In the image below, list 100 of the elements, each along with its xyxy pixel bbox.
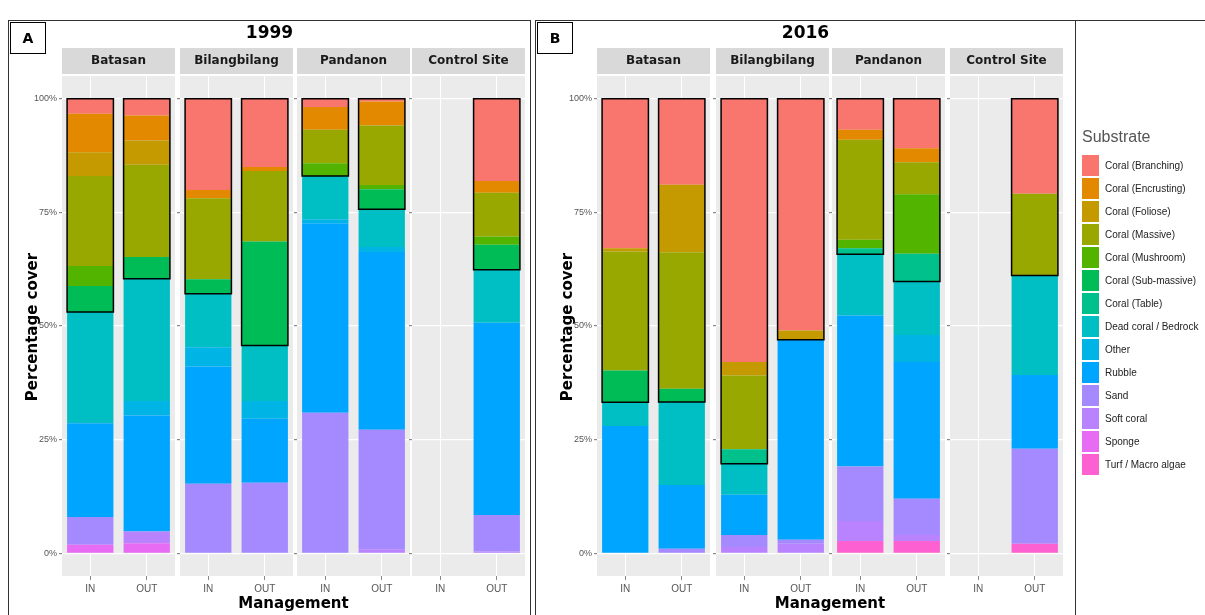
bar: [241, 98, 288, 167]
bar: [837, 521, 884, 541]
legend-label: Rubble: [1105, 367, 1137, 378]
x-tick-label: OUT: [906, 582, 928, 594]
x-tick-label: OUT: [254, 582, 276, 594]
legend-label: Coral (Branching): [1105, 160, 1184, 171]
bar: [777, 339, 824, 540]
bar: [358, 185, 405, 190]
y-tick-label: 25%: [573, 434, 592, 445]
bar: [185, 366, 232, 484]
x-tick-label: OUT: [790, 582, 812, 594]
x-tick-label: OUT: [671, 582, 693, 594]
bar: [67, 152, 114, 176]
bar: [893, 361, 940, 499]
bar: [721, 98, 768, 362]
bar: [67, 516, 114, 545]
bar: [602, 370, 649, 403]
bar: [241, 241, 288, 346]
bar: [602, 251, 649, 371]
bar: [358, 251, 405, 430]
bar: [358, 189, 405, 210]
bar: [658, 184, 705, 253]
bar: [358, 429, 405, 550]
legend-label: Soft coral: [1105, 413, 1148, 424]
y-axis-title: Percentage cover: [558, 251, 576, 404]
y-tick-label: 0%: [43, 547, 57, 558]
bar: [358, 246, 405, 252]
bar: [893, 98, 940, 149]
text: 2016: [781, 22, 830, 42]
bar: [658, 252, 705, 389]
bar: [893, 281, 940, 336]
chart-title: Control Site: [428, 53, 509, 68]
legend-title: Substrate: [1082, 128, 1152, 146]
x-tick-label: IN: [320, 582, 331, 594]
bar: [893, 194, 940, 254]
x-tick-label: IN: [739, 582, 750, 594]
x-tick-label: OUT: [371, 582, 393, 594]
bar: [185, 293, 232, 348]
bar: [123, 164, 170, 257]
bar: [893, 335, 940, 362]
legend-label: Coral (Sub-massive): [1105, 275, 1197, 286]
chart-title: Pandanon: [854, 53, 923, 68]
bar: [893, 541, 940, 553]
bar: [358, 549, 405, 553]
bar: [837, 315, 884, 467]
bar: [837, 541, 884, 553]
bar: [123, 140, 170, 165]
bar: [658, 485, 705, 549]
chart-title: Batasan: [91, 53, 146, 68]
bar: [721, 535, 768, 547]
bar: [837, 139, 884, 240]
bar: [358, 101, 405, 126]
y-tick-label: 0%: [578, 547, 592, 558]
bar: [893, 162, 940, 195]
bar: [123, 415, 170, 532]
bar: [837, 98, 884, 130]
bar: [123, 98, 170, 116]
x-tick-label: IN: [855, 582, 866, 594]
legend-label: Coral (Mushroom): [1105, 252, 1186, 263]
bar: [67, 311, 114, 424]
bar: [241, 345, 288, 401]
text: A: [10, 22, 46, 54]
x-tick-label: OUT: [136, 582, 158, 594]
y-axis-title: Percentage cover: [23, 251, 41, 404]
bar: [185, 347, 232, 367]
legend-label: Coral (Table): [1105, 298, 1163, 309]
bar: [721, 463, 768, 495]
legend-label: Sand: [1105, 390, 1129, 401]
x-axis-title: Management: [773, 594, 887, 612]
bar: [302, 412, 349, 553]
bar: [67, 423, 114, 517]
legend-label: Coral (Foliose): [1105, 206, 1171, 217]
legend-label: Sponge: [1105, 436, 1140, 447]
bar: [602, 402, 649, 426]
legend-label: Other: [1105, 344, 1131, 355]
bar: [658, 548, 705, 553]
bar: [123, 278, 170, 401]
bar: [358, 209, 405, 247]
bar: [241, 401, 288, 419]
legend-label: Coral (Massive): [1105, 229, 1176, 240]
chart-title: Bilangbilang: [194, 53, 279, 68]
bar: [658, 98, 705, 185]
bar: [123, 115, 170, 141]
bar: [658, 401, 705, 486]
x-tick-label: IN: [973, 582, 984, 594]
bar: [602, 426, 649, 553]
bar: [302, 176, 349, 220]
y-tick-label: 100%: [568, 93, 592, 104]
bar: [67, 113, 114, 153]
bar: [67, 176, 114, 266]
chart-title: Batasan: [626, 53, 681, 68]
bar: [893, 253, 940, 282]
bar: [302, 163, 349, 176]
x-tick-label: IN: [435, 582, 446, 594]
bar: [123, 256, 170, 279]
bar: [721, 546, 768, 553]
bar: [241, 482, 288, 553]
x-tick-label: OUT: [1024, 582, 1046, 594]
bar: [893, 535, 940, 541]
x-tick-label: IN: [620, 582, 631, 594]
